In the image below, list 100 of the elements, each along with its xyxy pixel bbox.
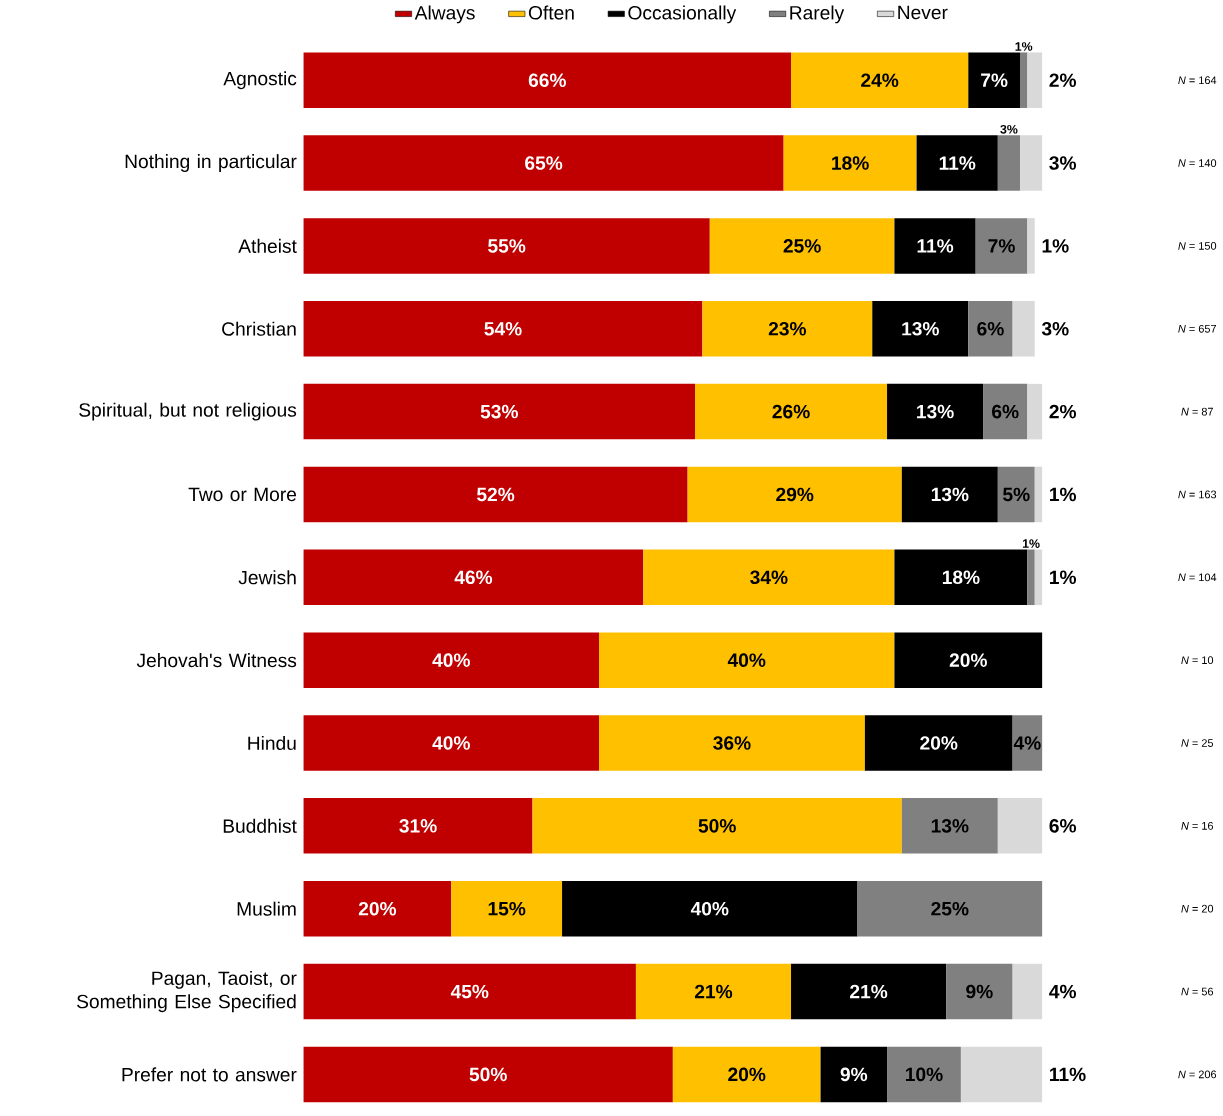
bar <box>303 466 688 523</box>
data-label: 65% <box>525 156 563 170</box>
data-label: 9% <box>840 1067 868 1082</box>
bar <box>820 1046 888 1103</box>
bar <box>783 135 917 191</box>
bar <box>635 963 792 1020</box>
text: N = 25 <box>1181 739 1214 747</box>
bar <box>303 52 792 109</box>
data-label: 20% <box>728 1067 766 1082</box>
bar <box>960 1046 1043 1103</box>
bar <box>894 218 976 274</box>
data-label: 13% <box>917 404 954 419</box>
bar <box>303 963 636 1020</box>
bar <box>702 301 873 357</box>
bar <box>303 1046 673 1103</box>
legend-label: Rarely <box>790 5 845 24</box>
bar <box>687 466 902 523</box>
bar <box>532 798 902 854</box>
y-tick-label: Atheist <box>238 238 297 254</box>
bar <box>303 218 710 274</box>
data-label: 31% <box>399 819 437 833</box>
bar <box>643 549 895 606</box>
y-tick-label: Muslim <box>237 901 296 916</box>
y-tick-label: Prefer not to answer <box>122 1067 297 1082</box>
bar <box>857 881 1043 937</box>
bar <box>303 301 703 357</box>
data-label: 66% <box>528 73 566 88</box>
bar <box>968 301 1013 357</box>
y-tick-label: Pagan, Taoist, or Something Else Specified <box>77 971 297 1013</box>
bar <box>1034 466 1043 523</box>
bar <box>1034 549 1043 606</box>
bar <box>872 301 969 357</box>
data-label: 13% <box>902 322 939 336</box>
data-label: 3% <box>1049 156 1077 170</box>
data-label: 24% <box>861 73 899 88</box>
data-label: 36% <box>713 736 751 750</box>
bar <box>1027 218 1035 274</box>
data-label: 46% <box>454 570 493 585</box>
data-label: 21% <box>694 984 733 999</box>
bar <box>997 135 1020 191</box>
bar <box>709 218 895 274</box>
data-label: 18% <box>942 570 980 585</box>
data-label: 55% <box>488 239 526 253</box>
data-label: 5% <box>1003 487 1030 502</box>
bar <box>1019 52 1028 109</box>
bar <box>791 52 969 109</box>
data-label: 1% <box>1042 239 1069 253</box>
bar <box>887 1046 961 1103</box>
data-label: 25% <box>931 901 969 916</box>
data-label: 13% <box>931 819 969 833</box>
data-label: 20% <box>920 736 958 750</box>
data-label: 34% <box>750 570 788 585</box>
data-label: 50% <box>698 819 736 833</box>
text: N = 657 <box>1178 324 1217 333</box>
bar <box>916 135 998 191</box>
data-label: 2% <box>1049 404 1077 419</box>
data-label: 25% <box>783 239 821 253</box>
data-label: 52% <box>476 487 515 502</box>
data-label: 1% <box>1015 42 1033 51</box>
bar <box>303 135 784 191</box>
bar <box>1012 301 1035 357</box>
data-label: 6% <box>992 404 1019 419</box>
data-label: 7% <box>981 73 1008 88</box>
data-label: 50% <box>469 1067 507 1082</box>
bar <box>303 383 696 440</box>
bar <box>901 466 998 523</box>
text: N = 16 <box>1181 822 1214 830</box>
bar <box>562 881 858 937</box>
data-label: 13% <box>931 487 969 502</box>
bar <box>791 963 947 1020</box>
data-label: 20% <box>358 901 397 916</box>
legend-label: Often <box>528 5 574 20</box>
bar <box>695 383 888 440</box>
data-label: 21% <box>850 984 888 999</box>
bar <box>303 881 452 937</box>
data-label: 11% <box>1050 1067 1086 1082</box>
text: N = 164 <box>1178 76 1217 85</box>
data-label: 23% <box>768 322 807 336</box>
data-label: 54% <box>484 322 522 336</box>
data-label: 1% <box>1050 570 1077 585</box>
bar <box>968 52 1020 109</box>
bar <box>303 632 599 688</box>
data-label: 7% <box>988 239 1015 253</box>
data-label: 18% <box>832 156 869 170</box>
text: N = 56 <box>1181 987 1214 996</box>
data-label: 40% <box>727 653 766 668</box>
bar <box>1019 135 1043 191</box>
y-tick-label: Nothing in particular <box>125 154 297 173</box>
data-label: 40% <box>432 736 470 750</box>
data-label: 29% <box>776 487 814 502</box>
y-tick-label: Spiritual, but not religious <box>79 402 297 421</box>
text: N = 163 <box>1178 490 1217 499</box>
data-label: 26% <box>772 404 810 419</box>
data-label: 10% <box>905 1067 943 1082</box>
bar <box>901 798 998 854</box>
bar <box>864 715 1013 771</box>
data-label: 15% <box>488 902 526 916</box>
data-label: 6% <box>977 322 1004 336</box>
bar <box>894 632 1043 688</box>
text: N = 20 <box>1181 904 1214 913</box>
